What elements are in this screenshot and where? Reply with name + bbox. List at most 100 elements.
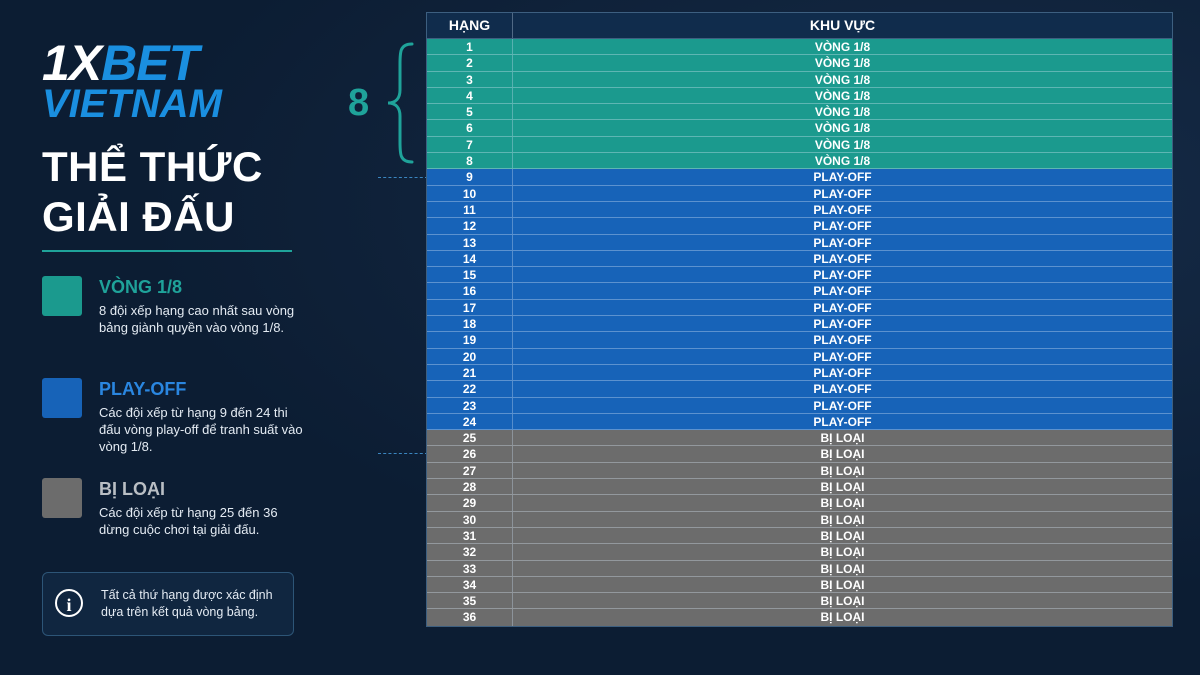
page-title-line-2: GIẢI ĐẤU — [42, 193, 235, 240]
cell-zone: BỊ LOẠI — [820, 561, 865, 576]
table-row: 9 PLAY-OFF — [427, 169, 1172, 186]
table-row: 30 BỊ LOẠI — [427, 511, 1172, 528]
cell-zone: PLAY-OFF — [813, 170, 872, 185]
cell-zone: BỊ LOẠI — [820, 594, 865, 609]
cell-zone: PLAY-OFF — [813, 300, 872, 315]
cell-rank: 33 — [427, 560, 513, 576]
cell-zone: PLAY-OFF — [813, 251, 872, 266]
table-row: 5 VÒNG 1/8 — [427, 104, 1172, 121]
cell-zone: PLAY-OFF — [813, 186, 872, 201]
title-divider — [42, 250, 292, 252]
cell-zone: PLAY-OFF — [813, 382, 872, 397]
cell-rank: 6 — [427, 120, 513, 136]
table-row: 14 PLAY-OFF — [427, 250, 1172, 268]
cell-zone: VÒNG 1/8 — [814, 137, 871, 152]
header-zone: KHU VỰC — [809, 17, 876, 33]
cell-rank: 14 — [427, 250, 513, 267]
separator-top-24 — [378, 453, 428, 454]
table-row: 36 BỊ LOẠI — [427, 609, 1172, 626]
cell-rank: 19 — [427, 332, 513, 348]
cell-rank: 32 — [427, 544, 513, 560]
legend: VÒNG 1/8 8 đội xếp hạng cao nhất sau vòn… — [42, 276, 303, 568]
table-row: 35 BỊ LOẠI — [427, 593, 1172, 610]
legend-swatch-playoff — [42, 378, 82, 418]
info-text: Tất cả thứ hạng được xác định dựa trên k… — [101, 588, 273, 619]
cell-zone: BỊ LOẠI — [820, 512, 865, 527]
cell-rank: 18 — [427, 316, 513, 332]
table-row: 24 PLAY-OFF — [427, 413, 1172, 431]
cell-zone: VÒNG 1/8 — [814, 154, 871, 169]
cell-zone: BỊ LOẠI — [820, 577, 865, 592]
legend-item-eliminated: BỊ LOẠI Các đội xếp từ hạng 25 đến 36 dừ… — [42, 478, 302, 568]
legend-swatch-round16 — [42, 276, 82, 316]
table-row: 26 BỊ LOẠI — [427, 446, 1172, 463]
cell-zone: BỊ LOẠI — [820, 610, 865, 625]
cell-rank: 17 — [427, 299, 513, 316]
cell-zone: PLAY-OFF — [813, 414, 872, 429]
cell-rank: 28 — [427, 479, 513, 495]
cell-zone: PLAY-OFF — [813, 317, 872, 332]
cell-zone: VÒNG 1/8 — [814, 105, 871, 120]
cell-rank: 16 — [427, 283, 513, 299]
cell-zone: BỊ LOẠI — [820, 431, 865, 446]
table-row: 34 BỊ LOẠI — [427, 576, 1172, 594]
table-row: 28 BỊ LOẠI — [427, 479, 1172, 496]
table-row: 3 VÒNG 1/8 — [427, 71, 1172, 88]
cell-zone: PLAY-OFF — [813, 349, 872, 364]
table-row: 31 BỊ LOẠI — [427, 527, 1172, 545]
cell-rank: 30 — [427, 511, 513, 527]
cell-zone: PLAY-OFF — [813, 268, 872, 283]
cell-zone: VÒNG 1/8 — [814, 72, 871, 87]
cell-zone: BỊ LOẠI — [820, 528, 865, 543]
cell-rank: 5 — [427, 104, 513, 120]
table-row: 18 PLAY-OFF — [427, 316, 1172, 333]
cell-rank: 25 — [427, 430, 513, 446]
legend-title-round16: VÒNG 1/8 — [99, 277, 183, 297]
cell-rank: 12 — [427, 218, 513, 234]
cell-zone: PLAY-OFF — [813, 333, 872, 348]
cell-zone: BỊ LOẠI — [820, 496, 865, 511]
cell-rank: 13 — [427, 234, 513, 250]
cell-zone: VÒNG 1/8 — [814, 40, 871, 54]
cell-rank: 34 — [427, 576, 513, 593]
cell-zone: BỊ LOẠI — [820, 545, 865, 560]
cell-rank: 7 — [427, 136, 513, 153]
table-row: 2 VÒNG 1/8 — [427, 55, 1172, 72]
cell-zone: BỊ LOẠI — [820, 463, 865, 478]
table-row: 21 PLAY-OFF — [427, 364, 1172, 382]
cell-rank: 11 — [427, 201, 513, 218]
cell-rank: 10 — [427, 185, 513, 201]
cell-rank: 27 — [427, 462, 513, 479]
legend-desc-eliminated: Các đội xếp từ hạng 25 đến 36 dừng cuộc … — [99, 505, 278, 537]
cell-rank: 35 — [427, 593, 513, 609]
legend-item-round16: VÒNG 1/8 8 đội xếp hạng cao nhất sau vòn… — [42, 276, 302, 378]
cell-rank: 3 — [427, 71, 513, 87]
cell-zone: BỊ LOẠI — [820, 480, 865, 495]
cell-rank: 20 — [427, 348, 513, 364]
table-header: HẠNG KHU VỰC — [427, 13, 1172, 39]
cell-rank: 24 — [427, 413, 513, 430]
cell-rank: 15 — [427, 267, 513, 283]
legend-swatch-eliminated — [42, 478, 82, 518]
separator-top-8 — [378, 177, 428, 178]
table-row: 27 BỊ LOẠI — [427, 462, 1172, 480]
table-body: 1 VÒNG 1/8 2 VÒNG 1/8 3 VÒNG 1/8 4 VÒNG 1/8 5 VÒN… — [427, 39, 1172, 626]
cell-rank: 4 — [427, 87, 513, 104]
table-row: 16 PLAY-OFF — [427, 283, 1172, 300]
legend-title-eliminated: BỊ LOẠI — [99, 479, 165, 499]
cell-rank: 31 — [427, 527, 513, 544]
cell-rank: 1 — [427, 39, 513, 55]
table-row: 11 PLAY-OFF — [427, 201, 1172, 219]
brand-logo: 1XBET — [42, 38, 302, 88]
header-rank: HẠNG — [427, 13, 513, 38]
bracket-count: 8 — [348, 82, 370, 124]
cell-zone: PLAY-OFF — [813, 219, 872, 234]
cell-rank: 22 — [427, 381, 513, 397]
table-row: 20 PLAY-OFF — [427, 348, 1172, 365]
cell-rank: 26 — [427, 446, 513, 462]
legend-desc-round16: 8 đội xếp hạng cao nhất sau vòng bảng gi… — [99, 303, 295, 335]
table-row: 7 VÒNG 1/8 — [427, 136, 1172, 154]
curly-bracket-icon — [387, 42, 414, 164]
cell-zone: PLAY-OFF — [813, 398, 872, 413]
legend-item-playoff: PLAY-OFF Các đội xếp từ hạng 9 đến 24 th… — [42, 378, 303, 478]
